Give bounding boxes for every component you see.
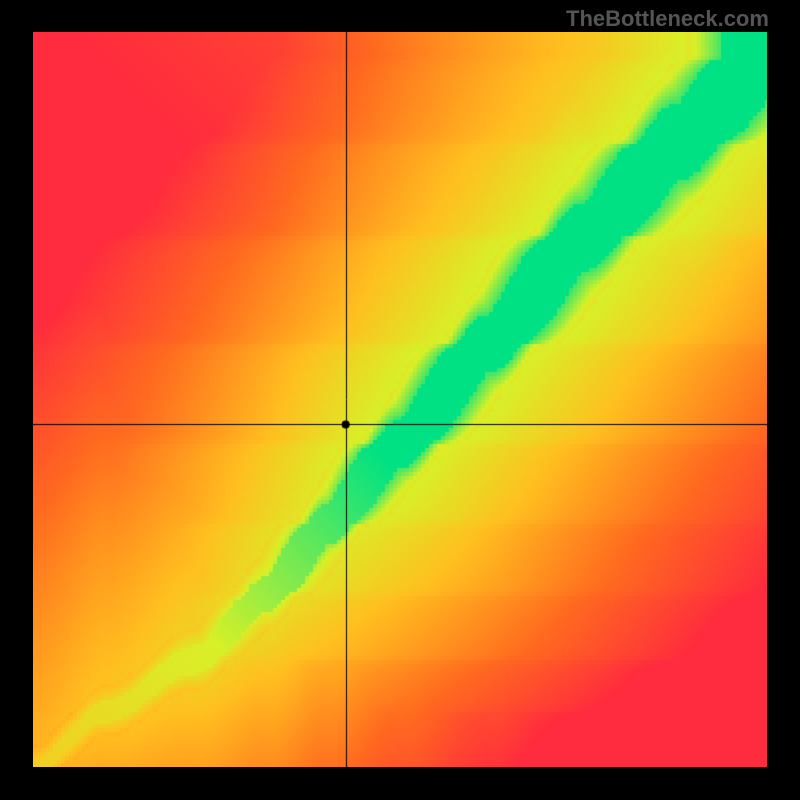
bottleneck-heatmap xyxy=(33,32,767,767)
watermark-text: TheBottleneck.com xyxy=(566,6,769,32)
chart-container: { "figure": { "type": "heatmap", "canvas… xyxy=(0,0,800,800)
